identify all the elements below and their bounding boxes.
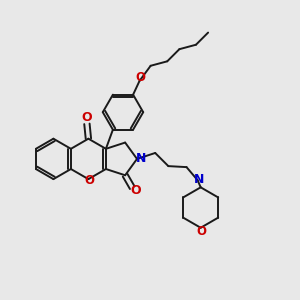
Text: N: N <box>194 173 204 186</box>
Text: O: O <box>130 184 141 197</box>
Text: O: O <box>82 111 92 124</box>
Text: O: O <box>84 174 94 187</box>
Text: O: O <box>136 71 146 84</box>
Text: O: O <box>196 225 206 239</box>
Text: N: N <box>136 152 146 165</box>
